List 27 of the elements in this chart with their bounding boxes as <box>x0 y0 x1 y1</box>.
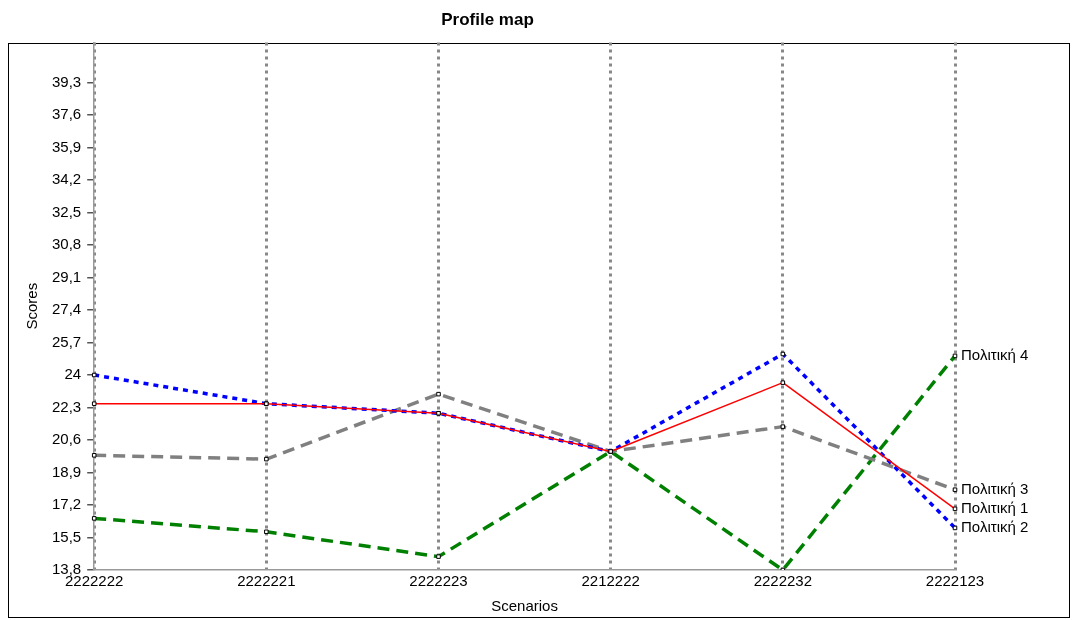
y-tick-label: 22,3 <box>51 397 82 415</box>
y-tick-label: 20,6 <box>51 430 82 448</box>
y-tick-label: 17,2 <box>51 495 82 513</box>
y-tick-label: 34,2 <box>51 170 82 188</box>
x-tick-label: 2212222 <box>581 572 640 590</box>
y-tick-label: 35,9 <box>51 137 82 155</box>
y-tick-label: 29,1 <box>51 267 82 285</box>
y-tick-label: 37,6 <box>51 105 82 123</box>
y-tick-label: 24 <box>64 365 82 383</box>
series-label: Πολιτική 4 <box>961 346 1029 364</box>
y-tick-label: 15,5 <box>51 527 82 545</box>
x-tick-label: 2222232 <box>753 572 813 590</box>
series-label: Πολιτική 2 <box>961 518 1029 536</box>
y-tick-label: 27,4 <box>51 300 82 318</box>
x-tick-label: 2222223 <box>409 572 468 590</box>
x-tick-label: 2222221 <box>237 572 296 590</box>
x-tick-label: 2222123 <box>925 572 985 590</box>
y-tick-label: 30,8 <box>51 235 82 253</box>
y-tick-label: 39,3 <box>51 72 82 90</box>
series-label: Πολιτική 1 <box>961 498 1029 516</box>
chart-title: Profile map <box>441 9 534 29</box>
y-axis-title: Scores <box>23 282 41 330</box>
y-tick-label: 25,7 <box>51 332 82 350</box>
series-label: Πολιτική 3 <box>961 479 1029 497</box>
x-axis-title: Scenarios <box>491 597 558 615</box>
y-tick-label: 18,9 <box>51 462 82 480</box>
y-tick-label: 32,5 <box>51 202 82 220</box>
